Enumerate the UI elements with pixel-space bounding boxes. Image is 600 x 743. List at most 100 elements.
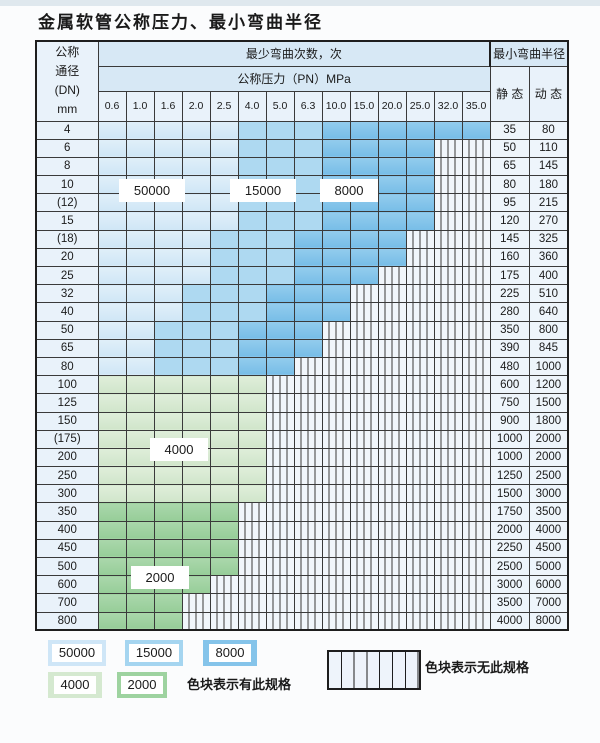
- spec-cell: [321, 138, 351, 158]
- no-spec-cell: [433, 556, 463, 577]
- pressure-value-header: 20.0: [377, 90, 407, 122]
- no-spec-cell: [461, 156, 491, 177]
- no-spec-cell: [349, 393, 379, 413]
- spec-cell: [181, 356, 211, 377]
- spec-cell: [153, 466, 183, 486]
- spec-cell: [97, 593, 127, 613]
- no-spec-cell: [405, 265, 435, 286]
- dynamic-radius-cell: 400: [528, 265, 569, 286]
- spec-cell: [209, 375, 239, 395]
- no-spec-cell: [349, 429, 379, 449]
- pressure-value-header: 35.0: [461, 90, 491, 122]
- static-radius-cell: 175: [489, 265, 530, 286]
- no-spec-cell: [377, 556, 407, 577]
- no-spec-cell: [321, 556, 351, 577]
- static-radius-cell: 65: [489, 156, 530, 177]
- no-spec-cell: [321, 356, 351, 377]
- no-spec-cell: [321, 575, 351, 595]
- table-row: 500 2500 5000: [35, 556, 569, 577]
- spec-cell: [153, 393, 183, 413]
- dn-cell: 700: [35, 593, 99, 613]
- spec-cell: [377, 193, 407, 213]
- no-spec-cell: [349, 520, 379, 540]
- no-spec-cell: [433, 447, 463, 468]
- no-spec-cell: [433, 575, 463, 595]
- spec-cell: [153, 356, 183, 377]
- pressure-values-row: 0.6 1.0 1.6 2.0 2.5 4.0 5.0 6.3 10.0 15.0 20.0 25.0…: [36, 90, 568, 122]
- no-spec-cell: [265, 484, 295, 504]
- spec-cell: [265, 211, 295, 231]
- no-spec-cell: [321, 466, 351, 486]
- table-row: 8 65 145: [35, 156, 569, 177]
- no-spec-cell: [433, 320, 463, 340]
- dn-cell: 6: [35, 138, 99, 158]
- legend-chip-50000: 50000: [48, 640, 106, 666]
- no-spec-cell: [433, 229, 463, 249]
- spec-cell: [153, 411, 183, 431]
- no-spec-cell: [265, 375, 295, 395]
- spec-cell: [433, 120, 463, 140]
- spec-cell: [97, 611, 127, 631]
- spec-cell: [97, 229, 127, 249]
- no-spec-cell: [433, 484, 463, 504]
- pressure-value-header: 32.0: [433, 90, 463, 122]
- static-radius-cell: 2500: [489, 556, 530, 577]
- table-row: 4 35 80: [35, 120, 569, 140]
- no-spec-cell: [377, 484, 407, 504]
- spec-cell: [209, 320, 239, 340]
- spec-cell: [97, 411, 127, 431]
- spec-cell: [97, 502, 127, 522]
- table-row: 250 1250 2500: [35, 466, 569, 486]
- dn-cell: 150: [35, 411, 99, 431]
- table-row: 800 4000 8000: [35, 611, 569, 631]
- spec-cell: [237, 411, 267, 431]
- dn-cell: 500: [35, 556, 99, 577]
- spec-cell: [209, 120, 239, 140]
- no-spec-cell: [461, 520, 491, 540]
- spec-cell: [97, 284, 127, 304]
- legend-chip-4000: 4000: [48, 672, 102, 698]
- no-spec-cell: [265, 393, 295, 413]
- no-spec-cell: [293, 411, 323, 431]
- spec-cell: [377, 156, 407, 177]
- spec-cell: [125, 593, 155, 613]
- spec-cell: [97, 338, 127, 358]
- no-spec-cell: [433, 466, 463, 486]
- dn-cell: 100: [35, 375, 99, 395]
- no-spec-cell: [265, 447, 295, 468]
- no-spec-cell: [461, 193, 491, 213]
- spec-cell: [97, 538, 127, 559]
- static-radius-cell: 145: [489, 229, 530, 249]
- dn-cell: (12): [35, 193, 99, 213]
- no-spec-cell: [433, 502, 463, 522]
- pressure-value-header: 5.0: [265, 90, 295, 122]
- no-spec-cell: [265, 411, 295, 431]
- spec-cell: [237, 138, 267, 158]
- no-spec-cell: [349, 538, 379, 559]
- no-spec-cell: [461, 320, 491, 340]
- dynamic-column-header: 动 态: [528, 65, 569, 122]
- no-spec-cell: [433, 611, 463, 631]
- no-spec-cell: [405, 393, 435, 413]
- no-spec-cell: [237, 611, 267, 631]
- legend-chip-8000-label: 8000: [208, 644, 252, 662]
- no-spec-cell: [433, 265, 463, 286]
- legend-has-spec-text: 色块表示有此规格: [187, 677, 292, 692]
- spec-cell: [293, 211, 323, 231]
- spec-cell: [153, 375, 183, 395]
- spec-cell: [349, 229, 379, 249]
- spec-cell: [125, 138, 155, 158]
- spec-cell: [377, 247, 407, 268]
- table-row: 600 3000 6000: [35, 575, 569, 595]
- spec-cell: [349, 138, 379, 158]
- pressure-value-header: 1.6: [153, 90, 183, 122]
- static-radius-cell: 390: [489, 338, 530, 358]
- no-spec-cell: [461, 502, 491, 522]
- no-spec-cell: [293, 447, 323, 468]
- static-radius-cell: 750: [489, 393, 530, 413]
- table-row: (18) 145 325: [35, 229, 569, 249]
- no-spec-cell: [349, 411, 379, 431]
- no-spec-cell: [293, 520, 323, 540]
- spec-cell: [153, 302, 183, 322]
- spec-cell: [293, 193, 323, 213]
